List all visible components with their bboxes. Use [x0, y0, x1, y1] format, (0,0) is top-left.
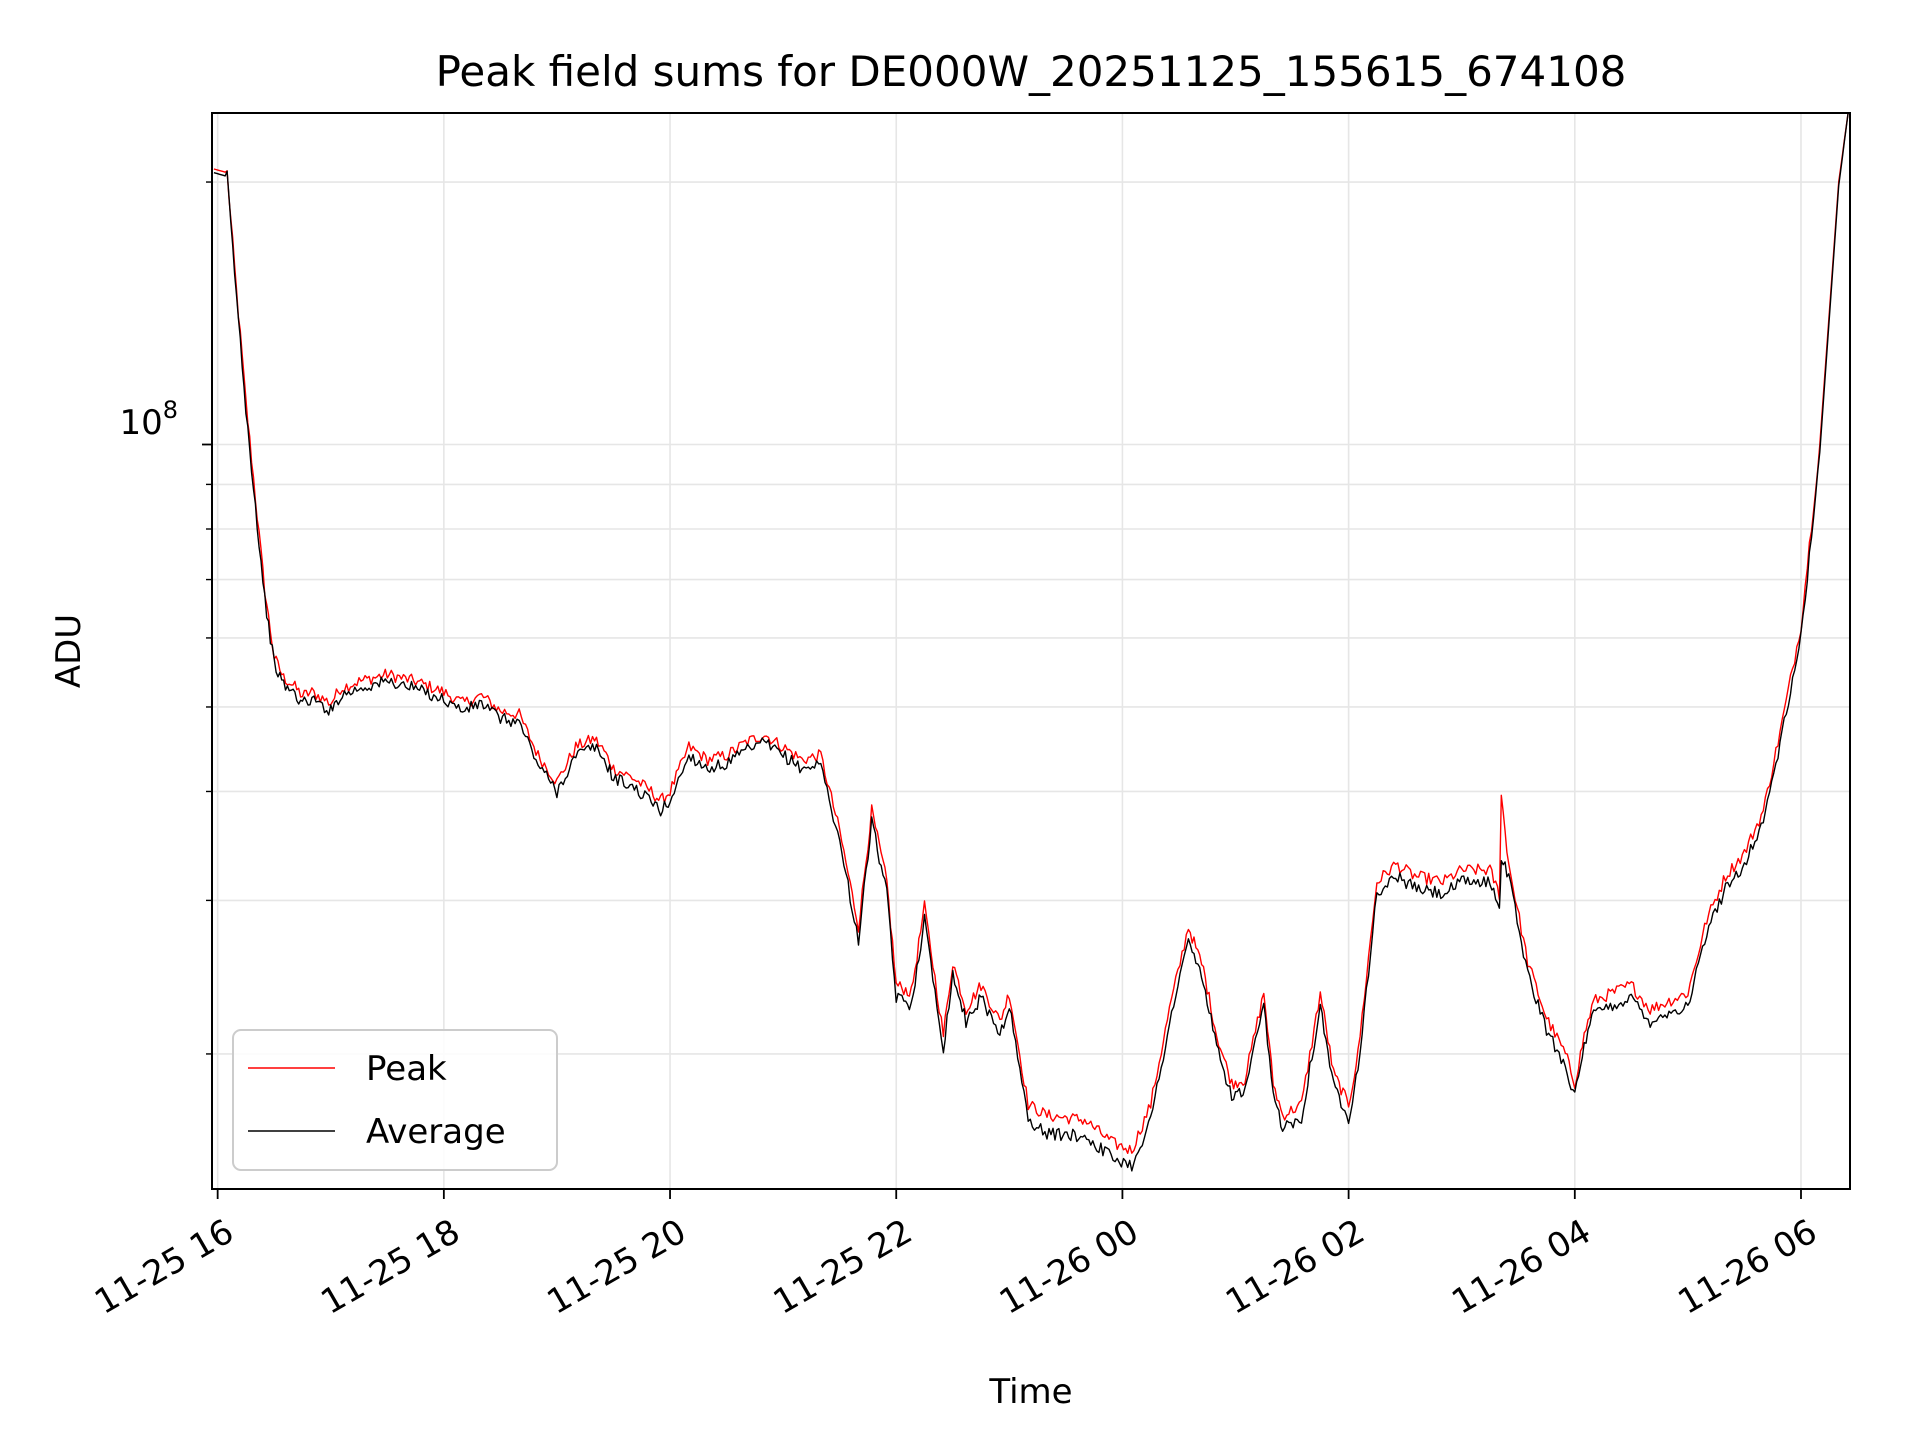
chart-title: Peak field sums for DE000W_20251125_1556… — [436, 47, 1627, 96]
grid — [212, 113, 1850, 1189]
series-lines — [213, 112, 1849, 1172]
x-axis-label: Time — [988, 1372, 1072, 1412]
legend: Peak Average — [232, 1029, 558, 1171]
series-line-average — [213, 112, 1849, 1172]
x-tick-label: 11-26 00 — [993, 1212, 1145, 1323]
y-axis-label: ADU — [49, 614, 89, 688]
x-tick-label: 11-26 04 — [1445, 1212, 1597, 1323]
y-tick-label-1e8: 108 — [119, 396, 178, 443]
plot-frame — [211, 112, 1851, 1190]
y-axis-ticks — [202, 181, 212, 1055]
x-tick-label: 11-25 18 — [314, 1212, 466, 1323]
legend-box — [232, 1029, 558, 1171]
legend-label-average: Average — [366, 1112, 506, 1152]
x-tick-label: 11-25 20 — [541, 1212, 693, 1323]
x-tick-label: 11-26 02 — [1219, 1212, 1371, 1323]
series-line-peak — [213, 112, 1849, 1154]
x-tick-label: 11-25 22 — [767, 1212, 919, 1323]
x-tick-label: 11-26 06 — [1671, 1212, 1823, 1323]
x-tick-label: 11-25 16 — [88, 1212, 240, 1323]
legend-label-peak: Peak — [366, 1049, 447, 1089]
x-axis-ticks: 11-25 16 11-25 18 11-25 20 11-25 22 11-26 00… — [88, 1189, 1824, 1323]
